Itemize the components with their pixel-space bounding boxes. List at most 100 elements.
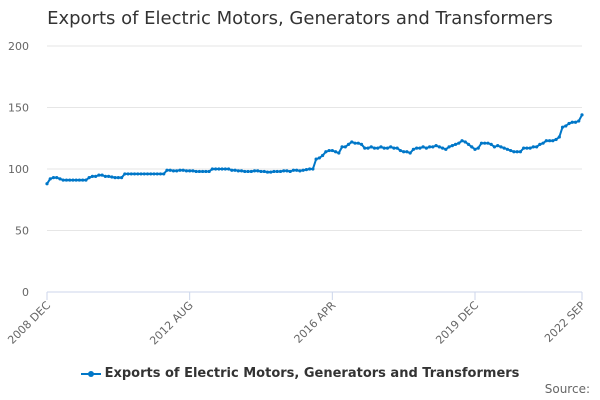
data-point: [547, 139, 552, 143]
data-point: [243, 169, 247, 174]
data-point: [90, 174, 94, 178]
data-point: [246, 169, 250, 174]
legend[interactable]: Exports of Electric Motors, Generators a…: [0, 366, 600, 381]
data-point: [71, 178, 75, 182]
data-point: [87, 176, 91, 180]
data-point: [103, 174, 107, 178]
data-point: [45, 182, 49, 186]
data-point: [489, 142, 493, 146]
data-point: [473, 147, 477, 151]
data-point: [418, 146, 422, 150]
data-point: [214, 167, 218, 171]
data-point: [48, 177, 52, 181]
data-point: [194, 169, 198, 174]
data-point: [554, 137, 558, 142]
x-tick-label: 2008 DEC: [5, 299, 53, 347]
data-point: [398, 148, 403, 153]
data-point: [204, 169, 208, 174]
data-point: [236, 169, 240, 173]
data-point: [580, 113, 584, 117]
data-point: [97, 173, 101, 177]
data-point: [168, 168, 172, 172]
data-point: [81, 178, 85, 182]
data-point: [431, 145, 435, 149]
data-point: [230, 168, 234, 172]
series-line: [46, 114, 583, 185]
data-point: [129, 172, 133, 176]
data-point: [178, 168, 182, 172]
data-point: [564, 124, 568, 128]
x-tick-label: 2016 APR: [292, 299, 339, 346]
data-point: [453, 142, 458, 146]
data-point: [136, 172, 140, 176]
data-point: [515, 150, 519, 154]
data-point: [288, 169, 292, 174]
x-tick-label: 2012 AUG: [147, 299, 196, 348]
data-point: [395, 146, 399, 150]
data-point: [197, 169, 201, 174]
data-point: [295, 168, 299, 172]
data-point: [324, 150, 328, 154]
data-point: [100, 173, 104, 177]
data-point: [321, 153, 325, 158]
data-point: [58, 177, 62, 181]
data-point: [411, 147, 415, 151]
data-point: [304, 168, 308, 172]
data-point: [220, 167, 224, 171]
data-point: [175, 169, 179, 173]
data-point: [74, 178, 78, 182]
data-point: [275, 169, 279, 174]
data-point: [535, 145, 539, 149]
data-point: [363, 146, 367, 150]
data-point: [317, 156, 321, 160]
data-point: [434, 144, 438, 148]
data-point: [369, 145, 373, 149]
data-point: [207, 169, 211, 174]
data-point: [512, 150, 516, 154]
data-point: [499, 145, 503, 149]
data-point: [483, 141, 487, 145]
data-point: [239, 169, 244, 173]
data-point: [282, 169, 286, 173]
data-point: [359, 142, 364, 146]
data-point: [226, 167, 231, 171]
data-point: [570, 120, 574, 124]
data-point: [77, 178, 82, 182]
data-point: [385, 146, 390, 150]
data-point: [64, 178, 69, 182]
data-point: [252, 169, 257, 173]
data-point: [333, 150, 338, 154]
data-point: [353, 141, 357, 145]
data-point: [366, 146, 370, 150]
data-point: [470, 145, 474, 149]
data-point: [518, 150, 522, 154]
data-point: [155, 172, 159, 176]
y-tick-label: 50: [15, 225, 29, 238]
data-point: [107, 174, 111, 178]
data-point: [265, 170, 270, 174]
data-point: [139, 172, 143, 176]
data-point: [165, 168, 169, 172]
data-point: [145, 172, 150, 176]
data-point: [415, 146, 419, 150]
data-point: [201, 169, 205, 174]
data-point: [408, 151, 412, 155]
data-point: [551, 139, 555, 143]
data-point: [573, 120, 578, 124]
data-point: [405, 150, 409, 154]
data-point: [350, 140, 354, 144]
x-tick-label: 2019 DEC: [433, 299, 481, 347]
data-point: [460, 139, 464, 143]
data-point: [123, 172, 127, 176]
data-point: [538, 142, 542, 146]
data-point: [560, 125, 565, 129]
data-point: [113, 176, 117, 180]
data-point: [285, 169, 289, 173]
data-point: [308, 167, 312, 171]
data-point: [502, 146, 506, 150]
data-point: [343, 145, 347, 149]
data-point: [421, 145, 425, 149]
data-point: [372, 146, 377, 150]
